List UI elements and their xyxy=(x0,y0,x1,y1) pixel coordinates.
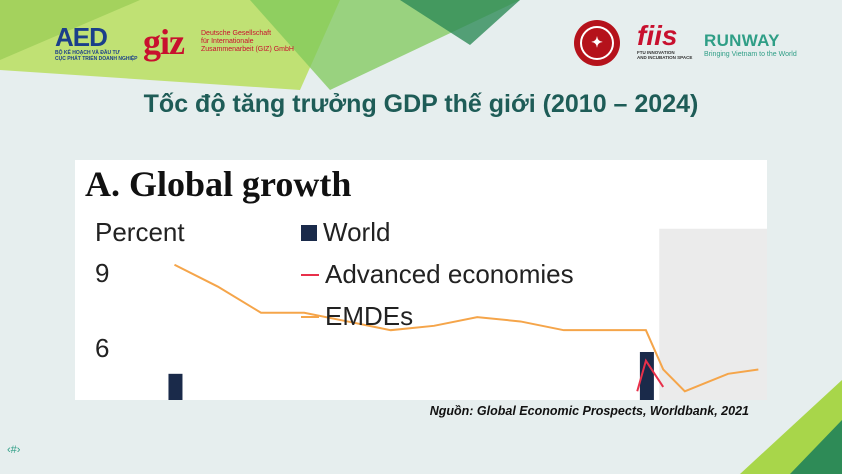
fiis-logo: fiis FTU INNOVATION AND INCUBATION SPACE xyxy=(637,20,701,61)
legend-swatch-world xyxy=(301,224,317,241)
bar-world-0 xyxy=(168,373,183,400)
chart-image: A. Global growth Percent 9 6 World Advan… xyxy=(75,160,767,400)
runway-logo: RUNWAY Bringing Vietnam to the World xyxy=(704,32,797,59)
aed-logo-line2: CỤC PHÁT TRIỂN DOANH NGHIỆP xyxy=(55,56,138,62)
deco-band-light xyxy=(0,0,340,90)
deco-corner-dark xyxy=(790,420,842,474)
runway-logo-title: RUNWAY xyxy=(704,31,780,50)
deco-triangle-accent xyxy=(400,0,520,45)
legend-item-world: World xyxy=(301,217,390,248)
projection-shaded-region xyxy=(659,228,767,400)
legend-label-emdes: EMDEs xyxy=(325,301,414,331)
aed-logo: AED BỘ KẾ HOẠCH VÀ ĐẦU TƯ CỤC PHÁT TRIỂN… xyxy=(55,22,138,64)
giz-logo-line2: für Internationale xyxy=(201,38,254,45)
legend-label-advanced: Advanced economies xyxy=(325,259,574,289)
legend-label-world: World xyxy=(323,217,391,247)
legend-item-emdes: EMDEs xyxy=(301,301,413,332)
chart-plot xyxy=(168,228,767,400)
chart-y-tick-6: 6 xyxy=(95,333,110,363)
chart-title: A. Global growth xyxy=(85,164,352,204)
aed-logo-mark: AED xyxy=(55,22,108,52)
chart-y-label: Percent xyxy=(95,217,185,247)
slide-number: ‹#› xyxy=(7,444,21,456)
giz-logo-mark: giz xyxy=(143,22,185,62)
legend-item-advanced: Advanced economies xyxy=(301,259,574,290)
ftu-seal-icon: ✦ xyxy=(580,26,614,60)
runway-logo-tagline: Bringing Vietnam to the World xyxy=(704,51,797,58)
fiis-logo-line1: FTU INNOVATION xyxy=(637,50,675,55)
line-emdes xyxy=(174,263,759,393)
chart-y-tick-9: 9 xyxy=(95,258,110,288)
aed-logo-line1: BỘ KẾ HOẠCH VÀ ĐẦU TƯ xyxy=(55,50,120,56)
giz-logo-text: Deutsche Gesellschaft für Internationale… xyxy=(201,30,294,54)
fiis-logo-line2: AND INCUBATION SPACE xyxy=(637,55,693,60)
giz-logo-line1: Deutsche Gesellschaft xyxy=(201,30,272,37)
bar-world-1 xyxy=(639,352,654,400)
legend-swatch-advanced xyxy=(301,273,319,276)
ftu-seal-logo: ✦ xyxy=(574,20,620,66)
legend-swatch-emdes xyxy=(301,315,319,318)
slide-title: Tốc độ tăng trưởng GDP thế giới (2010 – … xyxy=(143,90,699,118)
giz-logo-line3: Zusammenarbeit (GIZ) GmbH xyxy=(201,46,294,53)
line-advanced-economies xyxy=(636,358,665,392)
source-citation: Nguồn: Global Economic Prospects, Worldb… xyxy=(429,404,749,418)
fiis-logo-mark: fiis xyxy=(637,20,678,51)
